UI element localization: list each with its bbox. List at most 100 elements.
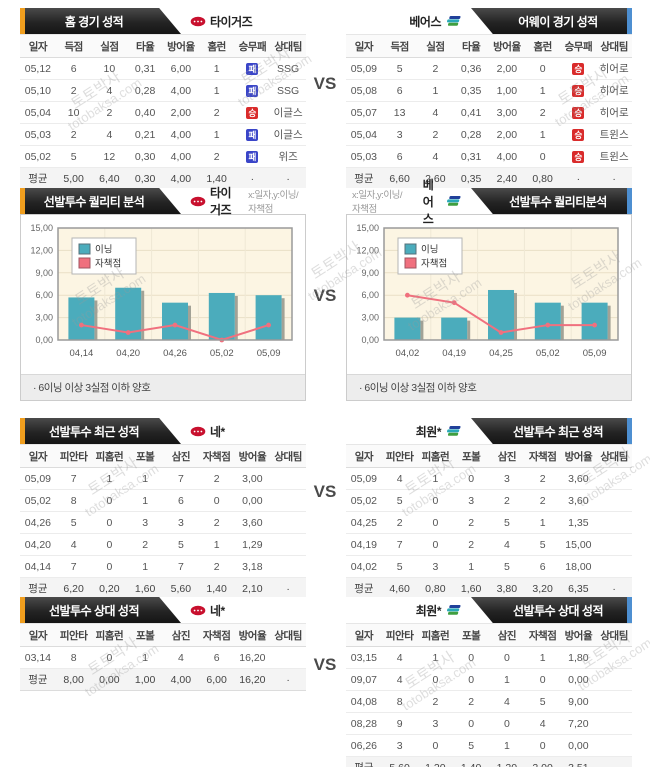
table-cell: 5 (381, 555, 418, 578)
table-cell: 3 (453, 489, 489, 512)
column-header: 상대팀 (270, 444, 306, 468)
table-cell: 5 (55, 145, 92, 168)
table-cell: 0 (453, 646, 489, 669)
column-header: 득점 (55, 34, 92, 58)
svg-text:05,09: 05,09 (583, 348, 607, 359)
column-header: 삼진 (489, 623, 525, 647)
table-cell: · (596, 756, 632, 767)
section-title-banner: 선발투수 퀄리티 분석 (25, 188, 181, 214)
table-cell: 08,28 (346, 712, 382, 735)
table-cell: 05,08 (346, 79, 382, 102)
axis-note: x:일자,y:이닝/자책점 (248, 190, 299, 215)
table-cell: 7,20 (560, 712, 597, 735)
column-header: 일자 (346, 444, 382, 468)
table-cell: 3 (381, 734, 418, 757)
table-cell: 평균 (20, 167, 56, 190)
bears-flag-icon (445, 604, 462, 616)
table-cell: 승 (234, 101, 271, 124)
table-cell: 3 (489, 467, 525, 490)
column-header: 승무패 (560, 34, 597, 58)
table-cell: 8,00 (55, 668, 92, 691)
table-cell: 2 (417, 690, 454, 713)
table-cell: 3 (127, 511, 163, 534)
table-row: 04,20 4 0 2 5 1 1,29 (20, 533, 306, 556)
table-cell: 5 (524, 690, 561, 713)
chart-note: · 6이닝 이상 3실점 이하 양호 (347, 374, 631, 400)
table-cell: 2 (381, 511, 418, 534)
pitcher-name: 최원* (415, 603, 442, 618)
table-cell: 3,60 (234, 511, 271, 534)
table-cell: 6,20 (55, 577, 92, 600)
panel-header: 선발투수 퀄리티 분석 타이거즈 x:일자,y:이닝/자책점 (20, 186, 306, 217)
table-cell: 1 (489, 734, 525, 757)
table-cell: 2 (524, 101, 561, 124)
section-title-banner: 선발투수 상대 성적 (471, 597, 627, 623)
table-cell: 3,60 (560, 467, 597, 490)
table-cell: 패 (234, 123, 271, 146)
section-title-banner: 선발투수 최근 성적 (471, 418, 627, 444)
bears-flag-icon (445, 195, 462, 207)
table-cell: 히어로 (596, 79, 632, 102)
section-title-banner: 선발투수 퀄리티분석 (471, 188, 627, 214)
table-cell: 4 (417, 101, 454, 124)
pitcher-label: 네* (190, 423, 225, 440)
svg-text:05,02: 05,02 (210, 348, 234, 359)
table-row: 05,09 5 2 0,36 2,00 0 승 히어로 (346, 57, 632, 80)
pitcher-name: 네* (210, 603, 225, 618)
table-cell: 0,00 (234, 489, 271, 512)
svg-text:12,00: 12,00 (30, 245, 53, 255)
table-cell: 05,03 (346, 145, 382, 168)
table-cell: 8 (381, 690, 418, 713)
table-row: 04,08 8 2 2 4 5 9,00 (346, 690, 632, 713)
table-cell: 1 (524, 646, 561, 669)
column-header: 피안타 (55, 444, 92, 468)
table-cell: 0,40 (127, 101, 163, 124)
column-header: 일자 (346, 34, 382, 58)
table-row: 08,28 9 3 0 0 4 7,20 (346, 712, 632, 735)
table-cell: 1,40 (198, 577, 235, 600)
team-name: 베어스 (409, 14, 441, 29)
stats-table: 일자 득점 실점 타율 방어율 홈런 승무패 상대팀 05,09 5 2 0,36 2,00 0 승 히어로 0… (346, 34, 632, 190)
table-cell: 패 (234, 145, 271, 168)
table-cell: 히어로 (596, 101, 632, 124)
table-cell: 3 (163, 511, 199, 534)
table-cell (270, 511, 306, 534)
column-header: 방어율 (560, 623, 597, 647)
table-cell: 2,60 (417, 167, 454, 190)
table-cell: 4,00 (489, 145, 525, 168)
column-header: 일자 (20, 34, 56, 58)
table-cell: 1 (198, 79, 235, 102)
vs-label: VS (313, 655, 337, 674)
table-cell: 1,35 (560, 511, 597, 534)
table-cell: 05,03 (20, 123, 56, 146)
table-cell: 패 (234, 79, 271, 102)
table-cell: 5 (489, 511, 525, 534)
column-header: 상대팀 (596, 623, 632, 647)
table-row: 04,02 5 3 1 5 6 18,00 (346, 555, 632, 578)
table-row: 05,08 6 1 0,35 1,00 1 승 히어로 (346, 79, 632, 102)
table-cell: 0,00 (560, 668, 597, 691)
tigers-logo-icon (190, 16, 206, 27)
team-label: 베어스 (409, 13, 462, 30)
table-cell: 16,20 (234, 646, 271, 669)
section-title: 선발투수 상대 성적 (49, 603, 140, 618)
table-cell: 1 (127, 646, 163, 669)
table-cell: 0,28 (453, 123, 489, 146)
svg-text:0,00: 0,00 (361, 335, 379, 345)
table-cell: 4,00 (163, 123, 199, 146)
table-cell (596, 690, 632, 713)
table-row: 03,15 4 1 0 0 1 1,80 (346, 646, 632, 669)
table-cell: 4 (381, 467, 418, 490)
chart-box: 0,00 3,00 6,00 9,00 12,00 15,00 이닝 자책점 04,02 04,1… (346, 214, 632, 401)
average-row: 평균 6,20 0,20 1,60 5,60 1,40 2,10 · (20, 577, 306, 600)
panel-tigers-home-record: 홈 경기 성적 타이거즈 일자 득점 실점 타율 방어율 홈런 승무패 상대팀 05,12 6 10… (20, 8, 306, 190)
table-cell: 1,40 (453, 756, 489, 767)
table-cell: 0 (417, 533, 454, 556)
panel-pitcher-opponent-left: 선발투수 상대 성적 네* 일자 피안타 피홈런 포볼 삼진 자책점 방어율 상대팀 03,14… (20, 597, 306, 691)
column-header: 포볼 (453, 444, 489, 468)
average-row: 평균 5,00 6,40 0,30 4,00 1,40 · · (20, 167, 306, 190)
table-cell: 18,00 (560, 555, 597, 578)
stats-table: 일자 피안타 피홈런 포볼 삼진 자책점 방어율 상대팀 03,15 4 1 0 0 1 1,80 09,07… (346, 623, 632, 767)
table-cell: 04,20 (20, 533, 56, 556)
